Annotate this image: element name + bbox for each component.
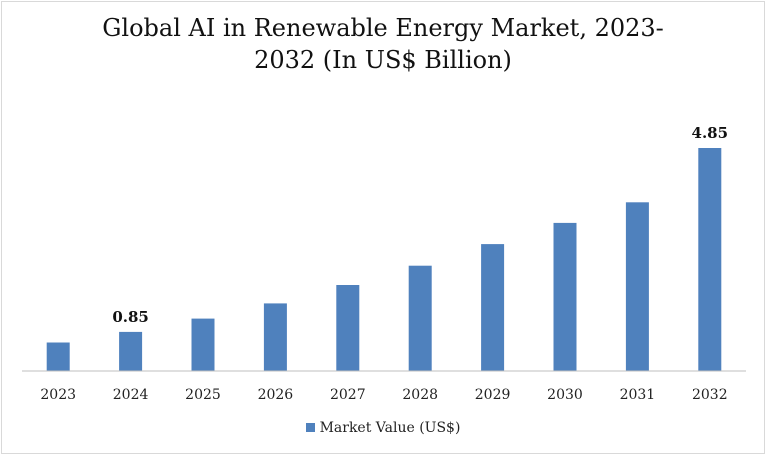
x-tick-2023: 2023 <box>40 387 76 403</box>
bar-2029 <box>481 244 505 371</box>
x-tick-2031: 2031 <box>620 387 656 403</box>
x-tick-2026: 2026 <box>258 387 294 403</box>
data-label-2032: 4.85 <box>692 124 729 142</box>
x-tick-2030: 2030 <box>547 387 583 403</box>
x-tick-2032: 2032 <box>692 387 728 403</box>
chart-title: Global AI in Renewable Energy Market, 20… <box>0 12 766 76</box>
data-label-2024: 0.85 <box>112 308 149 326</box>
bar-2030 <box>553 222 577 371</box>
legend-swatch <box>305 423 315 432</box>
data-labels: 0.85 4.85 <box>112 124 728 326</box>
chart-title-line-2: 2032 (In US$ Billion) <box>254 46 512 74</box>
x-tick-labels: 2023 2024 2025 2026 2027 2028 2029 2030 2031 2032 <box>40 387 727 403</box>
x-tick-2027: 2027 <box>330 387 366 403</box>
bar-2027 <box>336 285 360 371</box>
bar-2031 <box>625 202 649 371</box>
chart-title-line-1: Global AI in Renewable Energy Market, 20… <box>102 14 664 42</box>
x-tick-2025: 2025 <box>185 387 221 403</box>
bar-2024 <box>119 331 143 371</box>
bar-2028 <box>408 265 432 371</box>
x-tick-2029: 2029 <box>475 387 511 403</box>
x-tick-2028: 2028 <box>402 387 438 403</box>
legend-label: Market Value (US$) <box>319 420 461 436</box>
x-tick-2024: 2024 <box>113 387 149 403</box>
legend: Market Value (US$) <box>0 420 766 436</box>
bar-2023 <box>46 342 70 371</box>
bars-group <box>46 148 722 371</box>
bar-2026 <box>263 303 287 371</box>
bar-2032 <box>698 148 722 371</box>
bar-2025 <box>191 318 215 371</box>
